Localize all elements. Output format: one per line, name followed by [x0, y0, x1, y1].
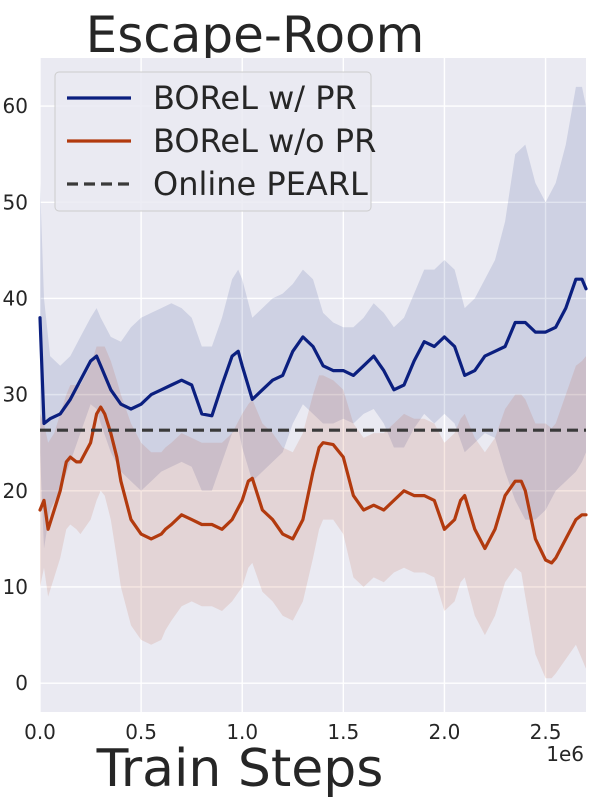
chart-title: Escape-Room [86, 6, 425, 64]
x-tick-label: 1.0 [226, 720, 258, 744]
y-tick-label: 30 [3, 383, 28, 407]
x-axis-ticks: 0.0 0.5 1.0 1.5 2.0 2.5 [24, 720, 561, 744]
band-borel-w-pr [40, 86, 586, 549]
legend-label-without-pr: BOReL w/o PR [153, 122, 376, 160]
x-tick-label: 2.5 [530, 720, 562, 744]
line-borel-w-pr [38, 277, 588, 426]
y-tick-label: 60 [3, 94, 28, 118]
confidence-bands [40, 86, 586, 679]
x-tick-label: 0.5 [125, 720, 157, 744]
x-axis-label: Train Steps [96, 739, 384, 799]
y-tick-label: 50 [3, 190, 28, 214]
legend-label-online-pearl: Online PEARL [153, 165, 368, 203]
legend: BOReL w/ PR BOReL w/o PR Online PEARL [54, 71, 376, 212]
series-lines [38, 277, 588, 565]
y-tick-label: 20 [3, 479, 28, 503]
line-borel-w-o-pr [38, 405, 588, 565]
y-tick-label: 0 [15, 671, 28, 695]
x-tick-label: 0.0 [24, 720, 56, 744]
band-borel-w-o-pr [40, 346, 586, 679]
y-tick-label: 10 [3, 575, 28, 599]
x-tick-label: 1.5 [327, 720, 359, 744]
legend-label-with-pr: BOReL w/ PR [153, 79, 357, 117]
legend-box [54, 71, 372, 212]
y-tick-label: 40 [3, 286, 28, 310]
x-offset-label: 1e6 [546, 742, 584, 766]
x-tick-label: 2.0 [429, 720, 461, 744]
y-axis-ticks: 0 10 20 30 40 50 60 [3, 94, 28, 695]
